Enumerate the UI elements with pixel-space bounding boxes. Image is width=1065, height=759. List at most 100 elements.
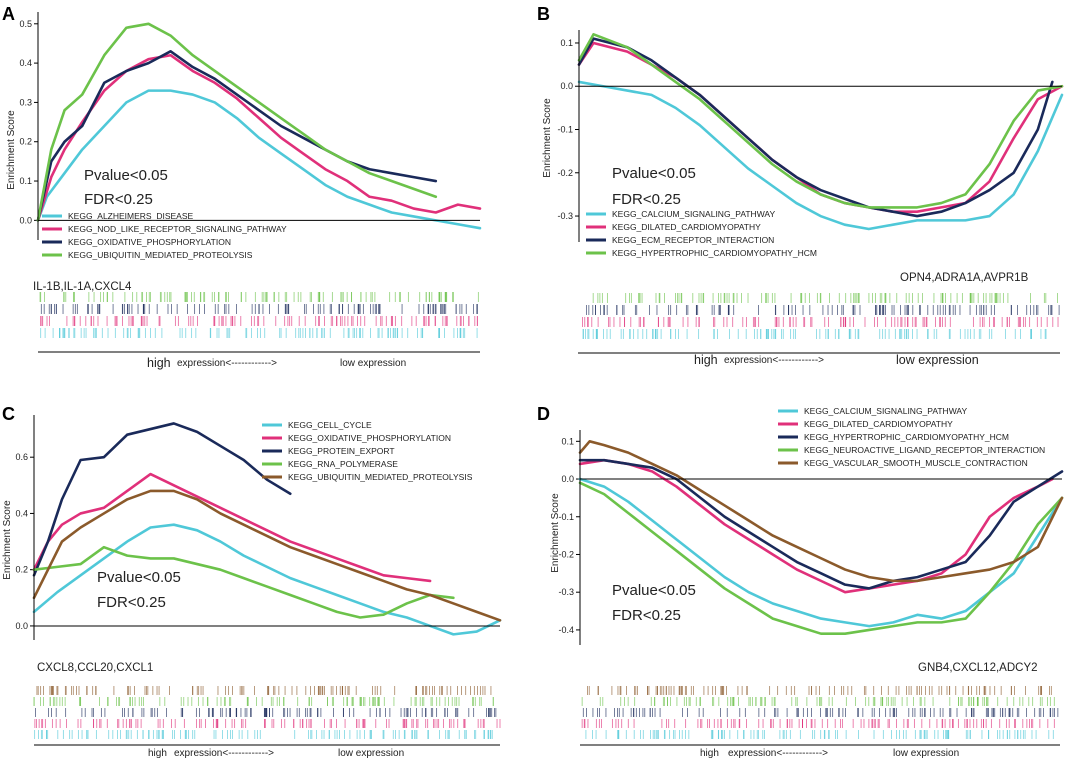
- panel-c-expr-high: high: [148, 748, 167, 759]
- legend-label-kegg-oxidative-phosphorylation: KEGG_OXIDATIVE_PHOSPHORYLATION: [68, 237, 231, 247]
- series-line-kegg-hypertrophic-cardiomyopathy-hcm: [577, 33, 1064, 209]
- panel-d-expr-middle: expression<------------>: [728, 748, 828, 759]
- panel-a-barcode: [39, 292, 479, 338]
- legend-label-kegg-alzheimers-disease: KEGG_ALZHEIMERS_DISEASE: [68, 211, 194, 221]
- legend-label-kegg-oxidative-phosphorylation: KEGG_OXIDATIVE_PHOSPHORYLATION: [288, 433, 451, 443]
- panel-b-ylabel: Enrichment Score: [542, 98, 553, 178]
- panel-b-expr-middle: expression<------------>: [724, 355, 824, 366]
- panel-a-ylabel: Enrichment Score: [6, 110, 17, 190]
- panel-c-barcode: [33, 686, 501, 739]
- legend-label-kegg-calcium-signaling-pathway: KEGG_CALCIUM_SIGNALING_PATHWAY: [804, 406, 967, 416]
- legend-label-kegg-nod-like-receptor-signaling-pathway: KEGG_NOD_LIKE_RECEPTOR_SIGNALING_PATHWAY: [68, 224, 287, 234]
- panel-d-ytick-label: -0.1: [558, 512, 574, 522]
- series-line-kegg-rna-polymerase: [32, 545, 455, 619]
- panel-c: C Enrichment Score 0.0 0.2 0.4 0.6 Pvalue<0…: [2, 404, 502, 759]
- panel-b-fdr: FDR<0.25: [612, 191, 681, 208]
- panel-d-legend: KEGG_CALCIUM_SIGNALING_PATHWAY KEGG_DILAT…: [778, 406, 1045, 468]
- panel-c-ytick-label: 0.2: [15, 565, 28, 575]
- legend-label-kegg-cell-cycle: KEGG_CELL_CYCLE: [288, 420, 372, 430]
- panel-d-barcode: [581, 686, 1059, 739]
- series-line-kegg-hypertrophic-cardiomyopathy-hcm: [578, 458, 1064, 590]
- legend-label-kegg-hypertrophic-cardiomyopathy-hcm: KEGG_HYPERTROPHIC_CARDIOMYOPATHY_HCM: [612, 248, 817, 258]
- series-line-kegg-vascular-smooth-muscle-contraction: [578, 440, 1064, 583]
- panel-c-ytick-label: 0.4: [15, 508, 28, 518]
- panel-c-expr-middle: expression<------------>: [174, 748, 274, 759]
- panel-c-ylabel: Enrichment Score: [2, 500, 13, 580]
- series-line-kegg-dilated-cardiomyopathy: [577, 41, 1064, 214]
- panel-b: B Enrichment Score 0.1 0.0 -0.1 -0.2 -0.3 Pv…: [537, 4, 1064, 367]
- panel-b-ytick-label: -0.1: [557, 125, 573, 135]
- panel-b-pvalue: Pvalue<0.05: [612, 165, 696, 182]
- series-line-kegg-calcium-signaling-pathway: [577, 80, 1064, 231]
- panel-d-expr-high: high: [700, 748, 719, 759]
- legend-label-kegg-protein-export: KEGG_PROTEIN_EXPORT: [288, 446, 395, 456]
- series-line-kegg-ubiquitin-mediated-proteolysis: [36, 22, 438, 222]
- panel-a-expr-middle: expression<------------>: [177, 358, 277, 369]
- panel-a-ytick-label: 0.3: [19, 97, 32, 107]
- panel-a-ytick-label: 0.5: [19, 19, 32, 29]
- panel-d: D Enrichment Score 0.1 0.0 -0.1 -0.2 -0.3 -0.…: [537, 404, 1064, 759]
- panel-a-ytick-label: 0.0: [19, 215, 32, 225]
- panel-a-pvalue: Pvalue<0.05: [84, 167, 168, 184]
- panel-a-genes: IL-1B,IL-1A,CXCL4: [33, 281, 132, 293]
- panel-b-letter: B: [537, 4, 550, 24]
- legend-label-kegg-rna-polymerase: KEGG_RNA_POLYMERASE: [288, 459, 398, 469]
- panel-d-ytick-label: -0.3: [558, 587, 574, 597]
- series-line-kegg-protein-export: [32, 422, 292, 577]
- panel-d-ylabel: Enrichment Score: [550, 493, 561, 573]
- panel-a-series: [36, 22, 482, 230]
- panel-a-ytick-label: 0.2: [19, 137, 32, 147]
- panel-c-genes: CXCL8,CCL20,CXCL1: [37, 662, 153, 674]
- panel-b-legend: KEGG_CALCIUM_SIGNALING_PATHWAY KEGG_DILAT…: [586, 209, 817, 258]
- legend-label-kegg-dilated-cardiomyopathy: KEGG_DILATED_CARDIOMYOPATHY: [804, 419, 953, 429]
- panel-a-ytick-label: 0.1: [19, 176, 32, 186]
- panel-c-yticks: 0.0 0.2 0.4 0.6: [15, 452, 34, 631]
- legend-label-kegg-neuroactive-ligand-receptor-interaction: KEGG_NEUROACTIVE_LIGAND_RECEPTOR_INTERAC…: [804, 445, 1045, 455]
- series-line-kegg-oxidative-phosphorylation: [36, 50, 438, 222]
- panel-c-pvalue: Pvalue<0.05: [97, 569, 181, 586]
- panel-c-letter: C: [2, 404, 15, 424]
- panel-a-expr-low: low expression: [340, 358, 406, 369]
- panel-c-series: [32, 422, 502, 636]
- legend-label-kegg-ubiquitin-mediated-proteolysis: KEGG_UBIQUITIN_MEDIATED_PROTEOLYSIS: [288, 472, 473, 482]
- panel-d-ytick-label: 0.0: [561, 474, 574, 484]
- panel-d-expr-low: low expression: [893, 748, 959, 759]
- panel-b-ytick-label: -0.3: [557, 211, 573, 221]
- panel-c-ytick-label: 0.0: [15, 621, 28, 631]
- panel-d-pvalue: Pvalue<0.05: [612, 582, 696, 599]
- panel-a-ytick-label: 0.4: [19, 58, 32, 68]
- series-line-kegg-ecm-receptor-interaction: [577, 37, 1054, 218]
- series-line-kegg-dilated-cardiomyopathy: [578, 458, 1054, 594]
- legend-label-kegg-hypertrophic-cardiomyopathy-hcm: KEGG_HYPERTROPHIC_CARDIOMYOPATHY_HCM: [804, 432, 1009, 442]
- panel-a-fdr: FDR<0.25: [84, 191, 153, 208]
- panel-b-genes: OPN4,ADRA1A,AVPR1B: [900, 272, 1029, 284]
- panel-d-ytick-label: -0.4: [558, 625, 574, 635]
- panel-d-genes: GNB4,CXCL12,ADCY2: [918, 662, 1038, 674]
- panel-b-expr-high: high: [694, 353, 718, 367]
- panel-d-ytick-label: 0.1: [561, 436, 574, 446]
- panel-d-fdr: FDR<0.25: [612, 607, 681, 624]
- panel-a-letter: A: [2, 4, 15, 24]
- panel-a-expr-high: high: [147, 356, 171, 370]
- panel-d-series: [578, 440, 1064, 635]
- legend-label-kegg-dilated-cardiomyopathy: KEGG_DILATED_CARDIOMYOPATHY: [612, 222, 761, 232]
- legend-label-kegg-calcium-signaling-pathway: KEGG_CALCIUM_SIGNALING_PATHWAY: [612, 209, 775, 219]
- legend-label-kegg-ubiquitin-mediated-proteolysis: KEGG_UBIQUITIN_MEDIATED_PROTEOLYSIS: [68, 250, 253, 260]
- panel-c-legend: KEGG_CELL_CYCLE KEGG_OXIDATIVE_PHOSPHORYL…: [262, 420, 473, 482]
- panel-b-ytick-label: 0.0: [560, 81, 573, 91]
- panel-b-expr-low: low expression: [896, 353, 979, 367]
- panel-b-ytick-label: -0.2: [557, 168, 573, 178]
- series-line-kegg-calcium-signaling-pathway: [578, 477, 1064, 628]
- panel-d-letter: D: [537, 404, 550, 424]
- panel-b-barcode: [582, 293, 1060, 339]
- panel-c-ytick-label: 0.6: [15, 452, 28, 462]
- panel-a-legend: KEGG_ALZHEIMERS_DISEASE KEGG_NOD_LIKE_REC…: [42, 211, 287, 260]
- panel-c-expr-low: low expression: [338, 748, 404, 759]
- legend-label-kegg-ecm-receptor-interaction: KEGG_ECM_RECEPTOR_INTERACTION: [612, 235, 774, 245]
- legend-label-kegg-vascular-smooth-muscle-contraction: KEGG_VASCULAR_SMOOTH_MUSCLE_CONTRACTION: [804, 458, 1028, 468]
- series-line-kegg-oxidative-phosphorylation: [32, 472, 432, 583]
- series-line-kegg-ubiquitin-mediated-proteolysis: [32, 489, 502, 622]
- panel-b-series: [577, 33, 1064, 231]
- series-line-kegg-neuroactive-ligand-receptor-interaction: [578, 481, 1064, 635]
